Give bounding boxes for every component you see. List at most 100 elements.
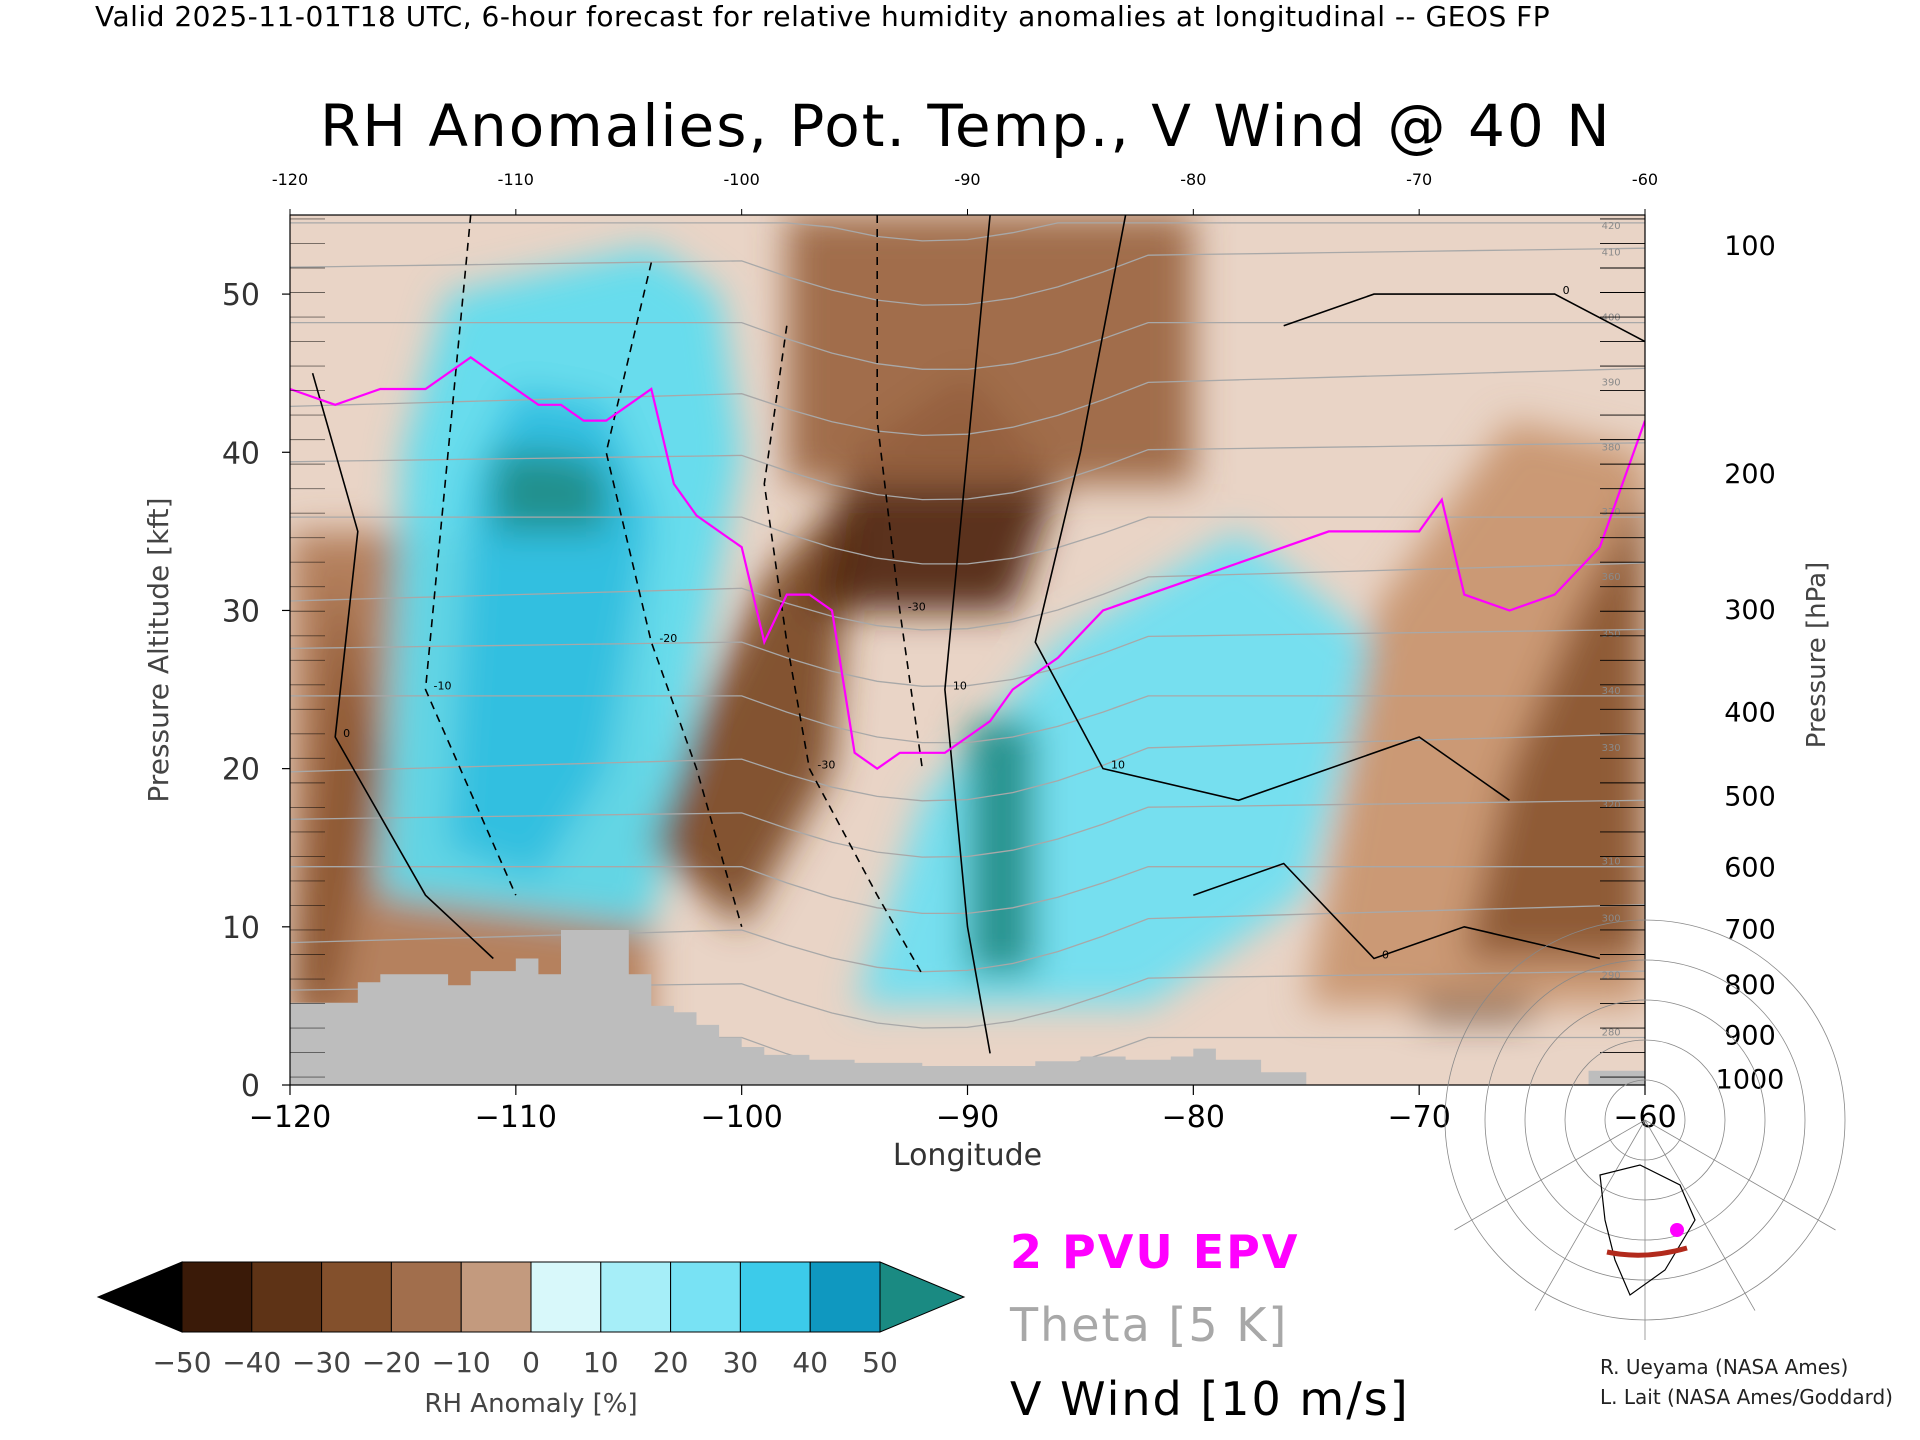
pressure-tick-label: 400 xyxy=(1724,698,1776,729)
map-meridian xyxy=(1454,1119,1646,1231)
colorbar-over-arrow xyxy=(879,1261,966,1333)
vwind-contour-label: -30 xyxy=(908,600,926,613)
theta-contour-line xyxy=(290,247,1645,306)
colorbar-swatch xyxy=(670,1261,741,1333)
colorbar-swatch xyxy=(530,1261,602,1333)
colorbar-tick-label: −40 xyxy=(222,1346,281,1379)
vwind-contour-label: 0 xyxy=(343,727,350,740)
theta-contour-line xyxy=(290,321,1645,370)
x-tick-label: −100 xyxy=(700,1100,782,1135)
colorbar-tick-label: 30 xyxy=(723,1346,759,1379)
pressure-tick-label: 600 xyxy=(1724,853,1776,884)
pressure-tick-label: 100 xyxy=(1724,231,1776,262)
anomaly-blur-group xyxy=(290,215,1645,1085)
colorbar-swatch xyxy=(321,1261,392,1333)
theta-contour-line xyxy=(290,866,1645,915)
pressure-tick-label: 500 xyxy=(1724,782,1776,813)
pressure-tick-label: 700 xyxy=(1724,914,1776,945)
y-tick-label: 40 xyxy=(222,436,260,471)
top-tick-label: -80 xyxy=(1180,170,1206,189)
top-tick-label: -100 xyxy=(724,170,760,189)
map-meridian xyxy=(1644,1119,1756,1311)
terrain-profile xyxy=(290,930,1307,1085)
theta-contour-line xyxy=(290,799,1645,858)
colorbar-swatch xyxy=(390,1261,462,1333)
theta-contour-label: 400 xyxy=(1602,313,1621,324)
axes: −120 −110 −100 −90 −80 −70 −60-120 -110 -100 -90-… xyxy=(142,170,1832,1173)
theta-contour-label: 330 xyxy=(1602,743,1621,754)
x-tick-label: −70 xyxy=(1388,1100,1451,1135)
colorbar-tick-label: −10 xyxy=(432,1346,491,1379)
vwind-contour-line xyxy=(1193,862,1600,960)
vwind-contour-line xyxy=(424,215,517,896)
theta-contour-line xyxy=(290,222,1645,242)
epv-2pvu-line xyxy=(290,356,1645,770)
terrain-profile-east xyxy=(1588,1070,1645,1085)
theta-contour-line xyxy=(290,904,1645,973)
vwind-contour-label: -30 xyxy=(817,759,835,772)
colorbar-tick-label: −30 xyxy=(292,1346,351,1379)
colorbar: −50 −40 −30 −20 −10 0 10 20 30 40 50 RH Anomaly [%] xyxy=(96,1261,966,1419)
top-tick-label: -110 xyxy=(498,170,534,189)
legend-theta: Theta [5 K] xyxy=(1010,1298,1289,1352)
map-location-marker xyxy=(1670,1223,1684,1237)
vwind-contour-line xyxy=(1283,293,1645,343)
colorbar-tick-label: 50 xyxy=(862,1346,898,1379)
credit-author-1: R. Ueyama (NASA Ames) xyxy=(1600,1355,1849,1379)
pressure-tick-label: 300 xyxy=(1724,595,1776,626)
epv-contour xyxy=(290,356,1645,770)
locator-map xyxy=(1444,919,1846,1340)
theta-contour-label: 280 xyxy=(1602,1028,1621,1039)
y-tick-label: 10 xyxy=(222,911,260,946)
colorbar-swatch xyxy=(251,1261,323,1333)
colorbar-swatch xyxy=(181,1261,253,1333)
terrain xyxy=(290,930,1645,1085)
vwind-contour-line xyxy=(605,262,743,928)
top-tick-label: -60 xyxy=(1632,170,1658,189)
map-section-line xyxy=(1606,1245,1688,1258)
colorbar-tick-label: −50 xyxy=(152,1346,211,1379)
y2-axis-label: Pressure [hPa] xyxy=(1802,562,1832,749)
theta-contour-label: 410 xyxy=(1602,248,1621,259)
x-tick-label: −90 xyxy=(936,1100,999,1135)
vwind-contour-label: 0 xyxy=(1382,948,1389,961)
theta-contour-line xyxy=(290,562,1645,631)
theta-contour-label: 420 xyxy=(1602,221,1621,232)
x-tick-label: −120 xyxy=(249,1100,331,1135)
pressure-tick-label: 200 xyxy=(1724,459,1776,490)
theta-contour-line xyxy=(290,442,1645,501)
theta-contour-label: 340 xyxy=(1602,686,1621,697)
theta-contour-line xyxy=(290,733,1645,802)
x-tick-label: −80 xyxy=(1162,1100,1225,1135)
legend-vwind: V Wind [10 m/s] xyxy=(1010,1372,1410,1426)
colorbar-tick-label: 0 xyxy=(522,1346,540,1379)
vwind-contour-label: 10 xyxy=(953,680,967,693)
map-coastline xyxy=(1599,1164,1696,1296)
colorbar-label: RH Anomaly [%] xyxy=(424,1389,637,1419)
x-tick-label: −110 xyxy=(475,1100,557,1135)
vwind-contour-label: 0 xyxy=(1563,284,1570,297)
vwind-contour-line xyxy=(876,215,924,769)
colorbar-tick-label: 10 xyxy=(583,1346,619,1379)
vwind-contour-line xyxy=(1034,215,1510,802)
colorbar-tick-label: −20 xyxy=(362,1346,421,1379)
x-axis-label: Longitude xyxy=(893,1138,1042,1173)
colorbar-under-arrow xyxy=(96,1261,183,1333)
anomaly-region xyxy=(1419,1001,1533,1017)
pressure-tick-label: 900 xyxy=(1724,1020,1776,1051)
chart-title: RH Anomalies, Pot. Temp., V Wind @ 40 N xyxy=(320,92,1612,160)
vwind-contour-label: -10 xyxy=(434,680,452,693)
colorbar-tick-label: 20 xyxy=(653,1346,689,1379)
colorbar-swatch xyxy=(600,1261,672,1333)
top-tick-label: -70 xyxy=(1406,170,1432,189)
anomaly-region xyxy=(786,215,1194,484)
colorbar-swatch xyxy=(460,1261,532,1333)
rh-anomaly-field xyxy=(290,215,1645,1085)
theta-contour-label: 390 xyxy=(1602,377,1621,388)
theta-contour-line xyxy=(290,628,1645,687)
vwind-contour-line xyxy=(311,372,494,960)
pressure-tick-label: 1000 xyxy=(1716,1065,1785,1096)
legend-epv: 2 PVU EPV xyxy=(1010,1225,1300,1279)
theta-contour-label: 360 xyxy=(1602,572,1621,583)
vwind-contour-line xyxy=(763,325,923,975)
